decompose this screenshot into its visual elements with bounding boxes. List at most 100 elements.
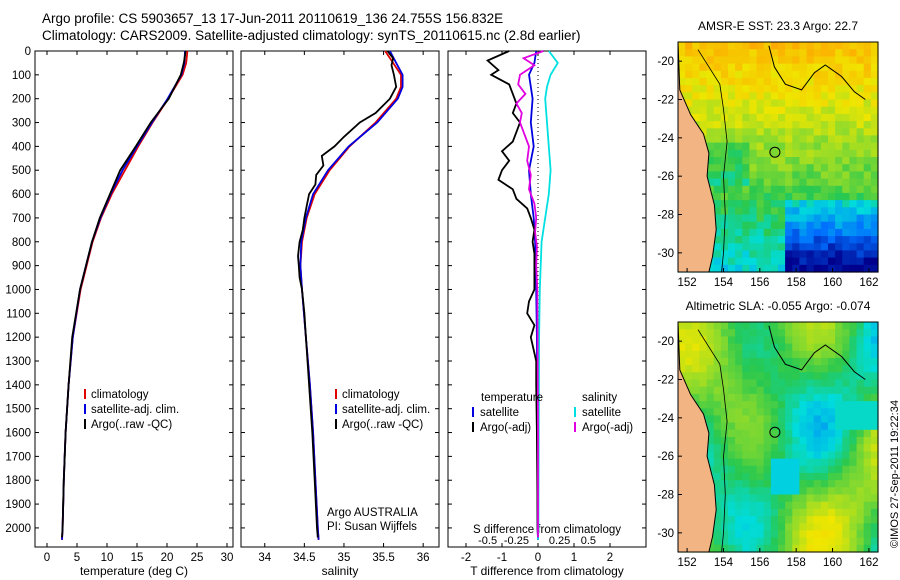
x-tick-label: 2 bbox=[607, 552, 613, 564]
map-cell bbox=[749, 537, 758, 546]
map-cell bbox=[828, 264, 836, 273]
map-cell bbox=[813, 516, 822, 524]
map-cell bbox=[792, 465, 800, 474]
series-line-s-argo-adj- bbox=[515, 50, 544, 538]
map-cell bbox=[870, 415, 879, 424]
x-tick-label: 35 bbox=[338, 552, 351, 564]
map-cell bbox=[785, 214, 793, 223]
map-cell bbox=[820, 236, 829, 244]
map-cell bbox=[813, 350, 822, 359]
map-cell bbox=[806, 537, 815, 546]
map-cell bbox=[792, 250, 800, 259]
map-cell bbox=[870, 178, 879, 187]
map-cell bbox=[828, 458, 836, 467]
map-cell bbox=[742, 257, 750, 266]
map-cell bbox=[863, 357, 872, 366]
map-cell bbox=[728, 221, 736, 230]
map-cell bbox=[749, 207, 758, 216]
map-cell bbox=[870, 250, 879, 259]
map-cell bbox=[870, 135, 879, 144]
map-cell bbox=[842, 365, 850, 373]
map-cell bbox=[806, 458, 815, 467]
map-cell bbox=[785, 70, 793, 79]
map-cell bbox=[770, 523, 779, 532]
map-cell bbox=[856, 393, 865, 402]
map-cell bbox=[799, 329, 808, 337]
map-cell bbox=[756, 221, 765, 230]
map-cell bbox=[713, 357, 722, 366]
map-cell bbox=[713, 444, 722, 452]
map-cell bbox=[785, 372, 793, 381]
map-cell bbox=[735, 207, 743, 216]
map-cell bbox=[799, 472, 808, 481]
map-y-tick-label: -30 bbox=[657, 528, 674, 540]
map-cell bbox=[856, 192, 865, 201]
map-cell bbox=[778, 336, 786, 345]
map-cell bbox=[785, 451, 793, 460]
map-cell bbox=[828, 429, 836, 438]
map-cell bbox=[870, 63, 879, 72]
map-cell bbox=[770, 178, 779, 187]
map-cell bbox=[713, 185, 722, 194]
map-cell bbox=[828, 142, 836, 151]
map-cell bbox=[799, 157, 808, 165]
map-cell bbox=[735, 465, 743, 474]
map-cell bbox=[699, 49, 708, 57]
map-cell bbox=[713, 207, 722, 216]
map-cell bbox=[756, 516, 765, 524]
map-cell bbox=[820, 49, 829, 57]
map-cell bbox=[806, 214, 815, 223]
map-cell bbox=[728, 501, 736, 510]
map-cell bbox=[863, 192, 872, 201]
map-cell bbox=[742, 228, 750, 237]
map-cell bbox=[728, 200, 736, 208]
map-cell bbox=[806, 487, 815, 496]
map-cell bbox=[706, 113, 715, 122]
map-cell bbox=[706, 343, 715, 352]
map-cell bbox=[820, 264, 829, 273]
map-cell bbox=[749, 451, 758, 460]
map-cell bbox=[820, 422, 829, 431]
map-cell bbox=[728, 336, 736, 345]
map-cell bbox=[863, 200, 872, 208]
map-cell bbox=[763, 99, 772, 108]
map-cell bbox=[842, 85, 850, 93]
map-cell bbox=[685, 56, 693, 65]
map-cell bbox=[820, 207, 829, 216]
map-cell bbox=[778, 408, 786, 417]
map-cell bbox=[870, 537, 879, 546]
map-cell bbox=[863, 77, 872, 86]
map-cell bbox=[706, 157, 715, 165]
map-cell bbox=[870, 228, 879, 237]
map-cell bbox=[849, 106, 858, 115]
map-cell bbox=[742, 357, 750, 366]
map-cell bbox=[713, 401, 722, 409]
map-cell bbox=[756, 415, 765, 424]
map-y-tick-label: -26 bbox=[657, 171, 674, 183]
map-cell bbox=[842, 336, 850, 345]
header-line2: Climatology: CARS2009. Satellite-adjuste… bbox=[42, 28, 581, 43]
map-cell bbox=[835, 243, 843, 252]
map-x-tick-label: 158 bbox=[787, 557, 806, 569]
map-cell bbox=[770, 236, 779, 244]
map-cell bbox=[785, 530, 793, 539]
map-cell bbox=[778, 99, 786, 108]
map-cell bbox=[785, 472, 793, 481]
map-cell bbox=[763, 508, 772, 517]
map-cell bbox=[842, 142, 850, 151]
map-cell bbox=[778, 350, 786, 359]
map-cell bbox=[856, 530, 865, 539]
map-cell bbox=[799, 42, 808, 50]
map-cell bbox=[720, 250, 729, 259]
map-cell bbox=[728, 250, 736, 259]
map-cell bbox=[756, 465, 765, 474]
map-cell bbox=[770, 422, 779, 431]
x-tick-label: 20 bbox=[161, 552, 174, 564]
map-cell bbox=[706, 386, 715, 395]
map-cell bbox=[856, 214, 865, 223]
map-cell bbox=[778, 221, 786, 230]
map-cell bbox=[678, 56, 686, 65]
map-cell bbox=[870, 77, 879, 86]
map-cell bbox=[870, 236, 879, 244]
